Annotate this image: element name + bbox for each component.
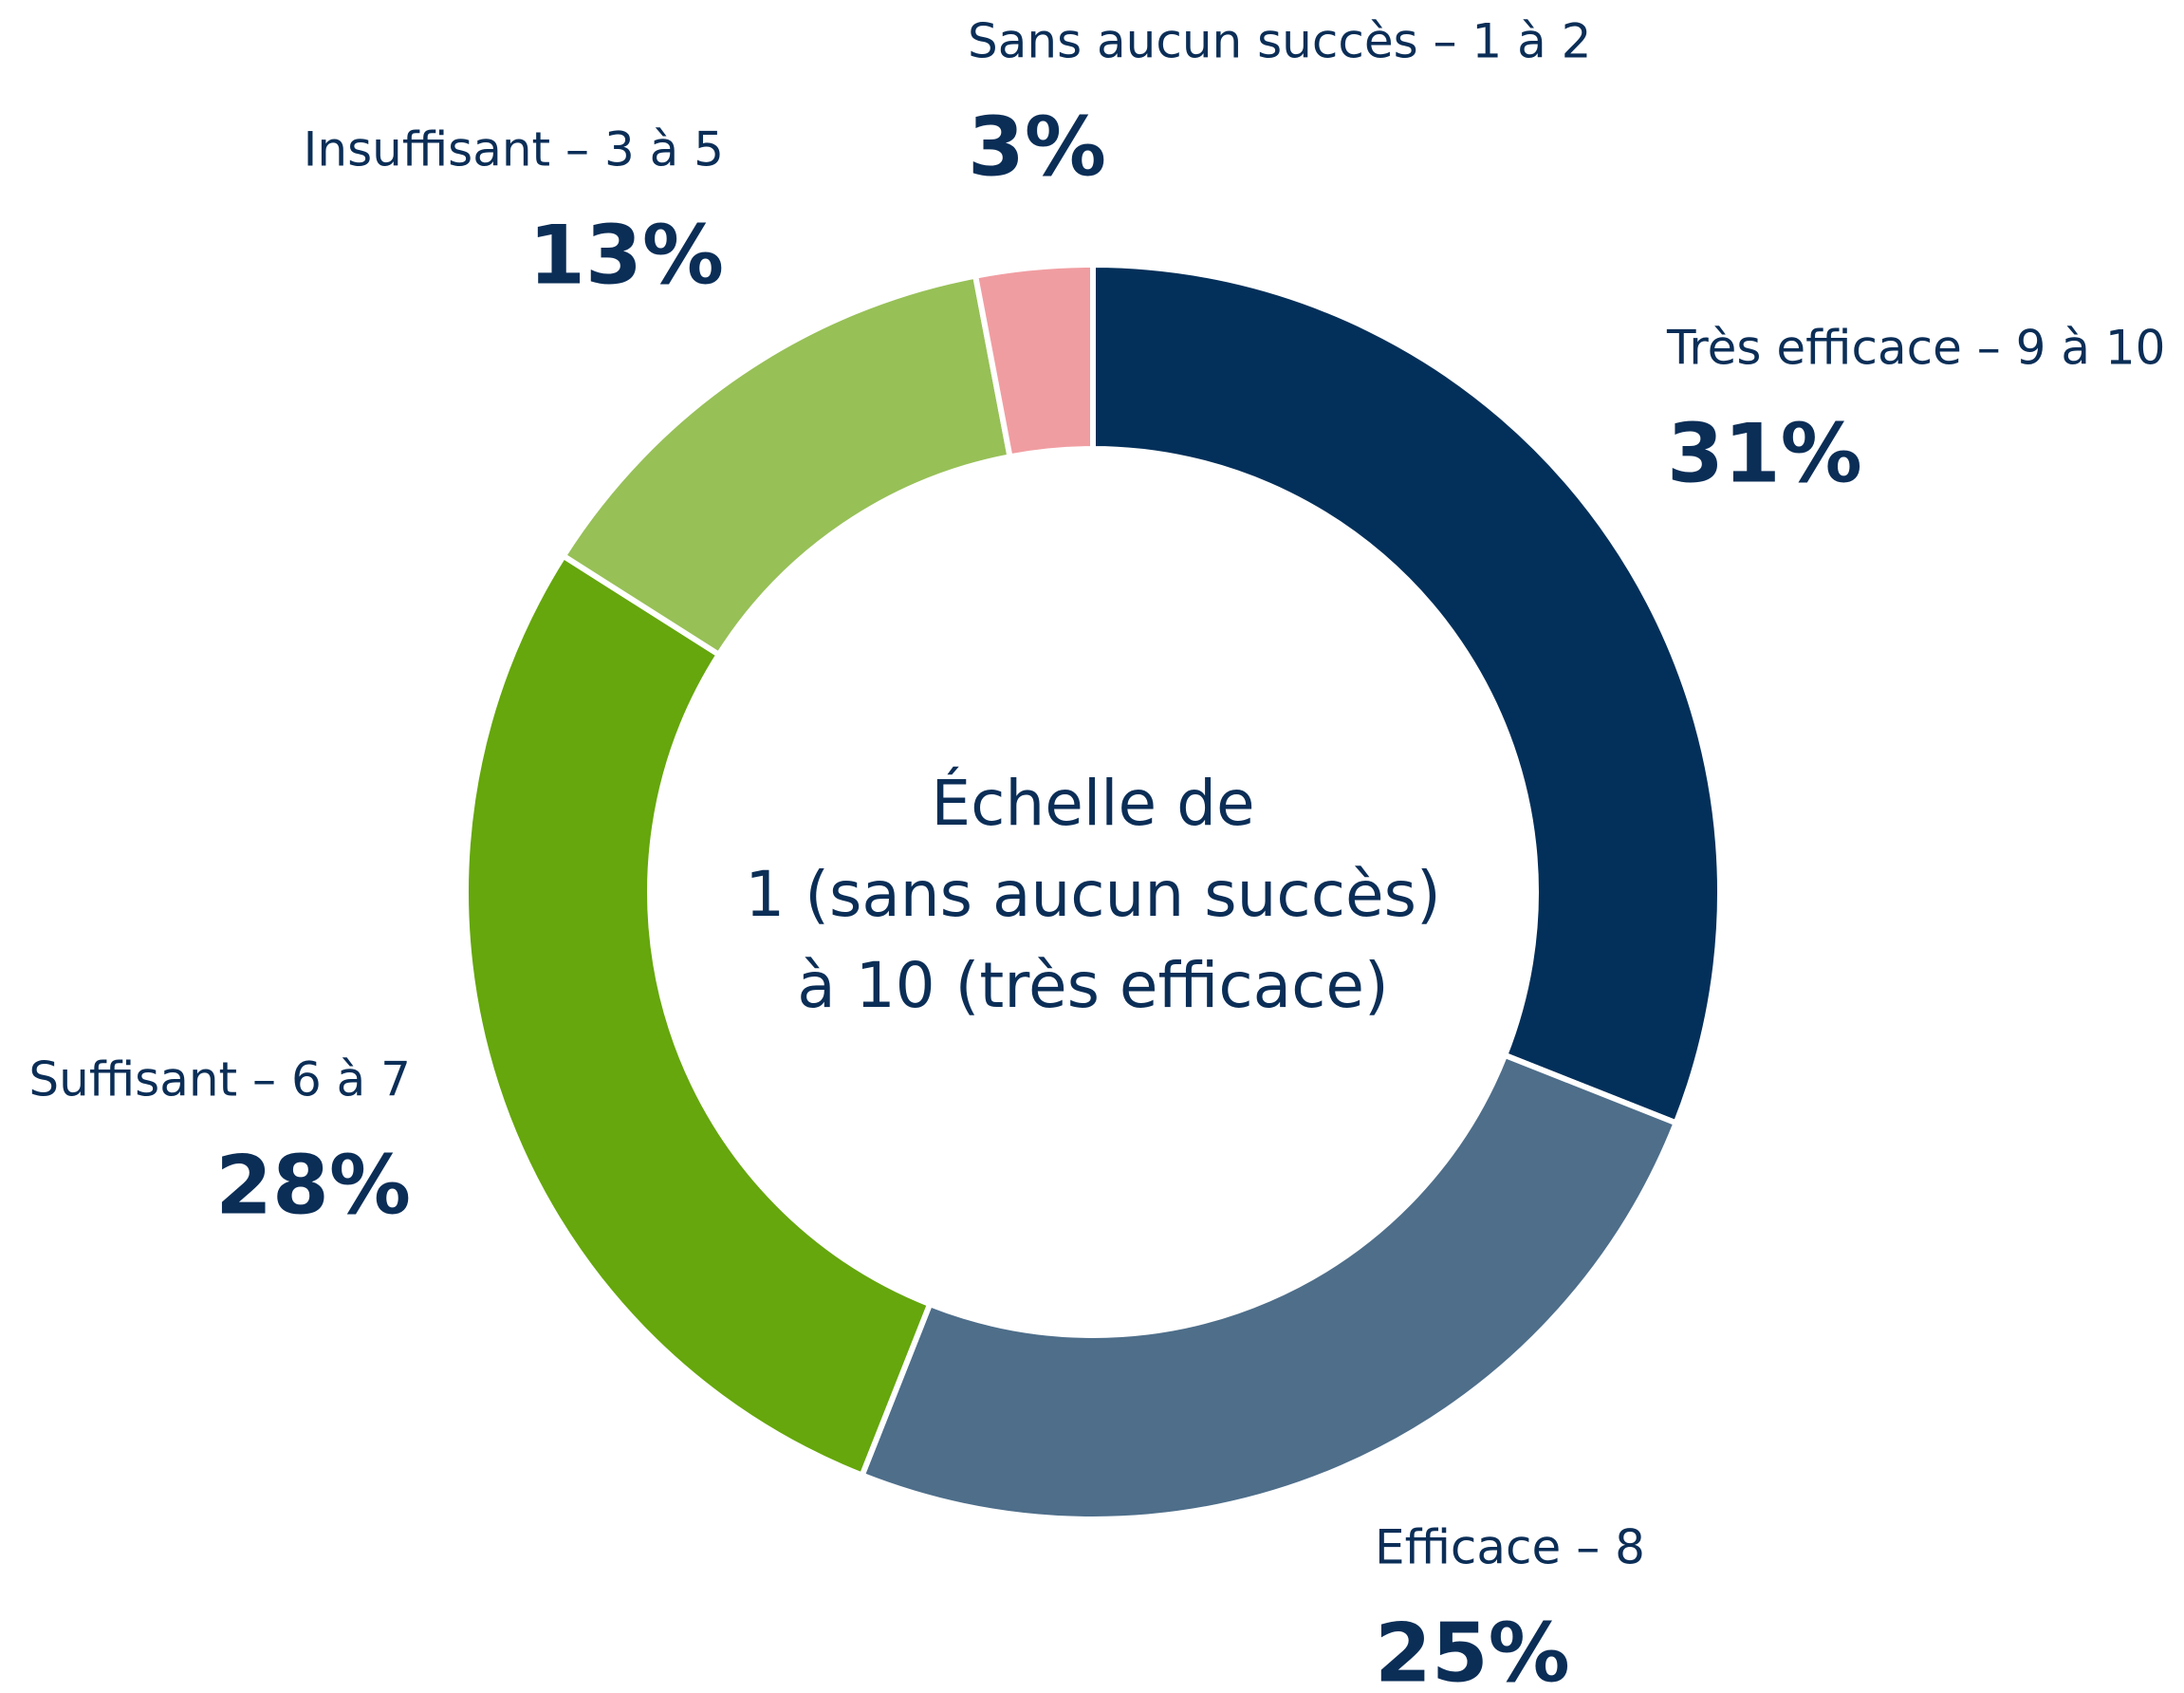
donut-segment xyxy=(972,261,1096,460)
donut-segment xyxy=(463,551,934,1479)
category-label: Sans aucun succès – 1 à 2 xyxy=(968,14,1591,69)
category-label: Suffisant – 6 à 7 xyxy=(28,1052,411,1107)
value-label: 28% xyxy=(215,1138,411,1233)
category-label: Très efficace – 9 à 10 xyxy=(1666,321,2166,376)
value-label: 3% xyxy=(968,100,1106,195)
value-label: 25% xyxy=(1375,1606,1570,1693)
donut-segment xyxy=(858,1051,1680,1522)
category-label: Insuffisant – 3 à 5 xyxy=(304,122,724,177)
center-label: Échelle de xyxy=(931,766,1254,840)
center-label: à 10 (très efficace) xyxy=(797,949,1388,1022)
center-label: 1 (sans aucun succès) xyxy=(745,858,1440,931)
value-label: 13% xyxy=(528,208,724,303)
donut-segment xyxy=(559,272,1013,659)
value-label: 31% xyxy=(1667,406,1862,501)
category-label: Efficace – 8 xyxy=(1375,1520,1645,1575)
donut-segment xyxy=(1090,261,1723,1127)
